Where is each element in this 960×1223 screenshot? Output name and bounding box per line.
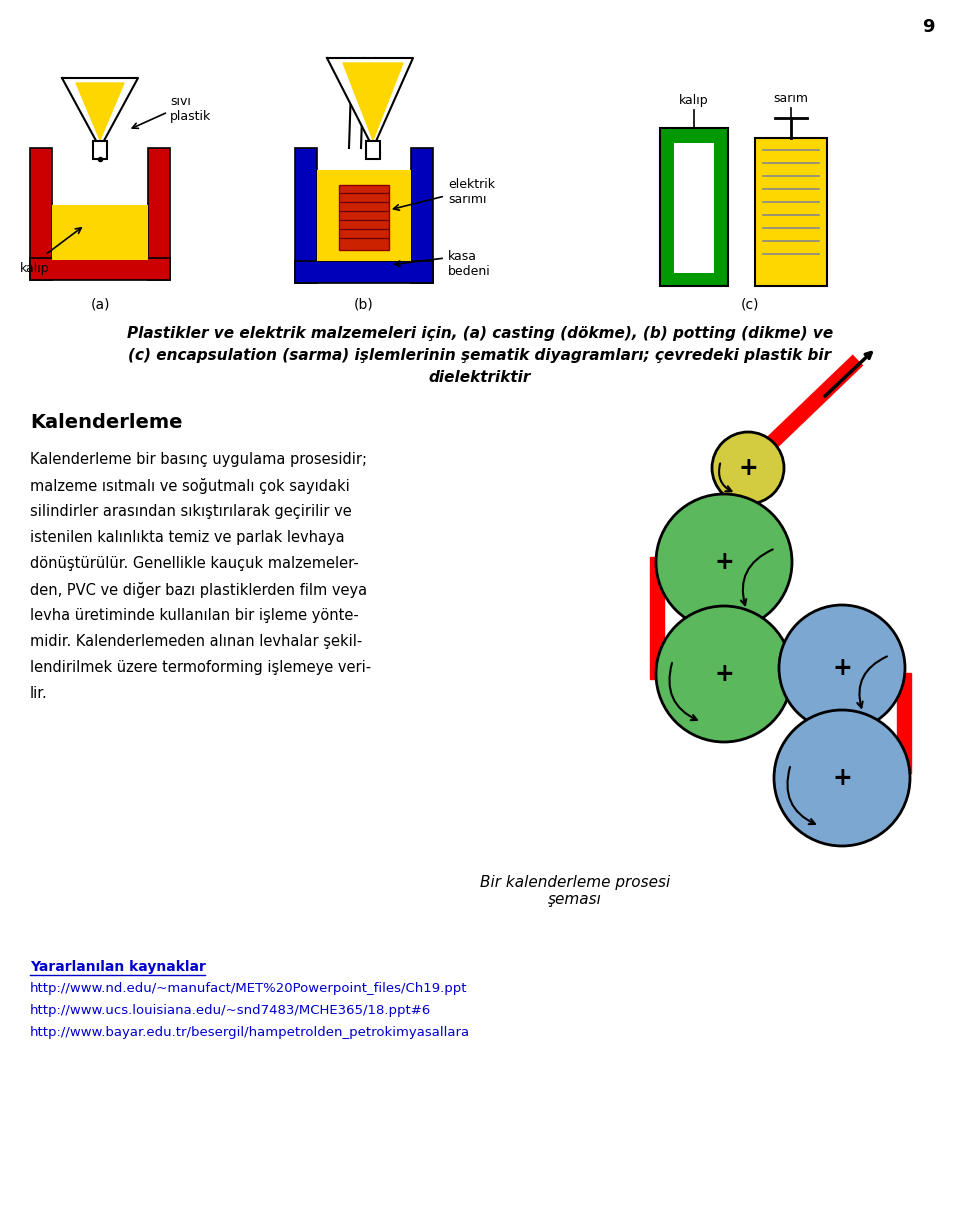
Text: Bir kalenderleme prosesi
şeması: Bir kalenderleme prosesi şeması — [480, 874, 670, 907]
FancyBboxPatch shape — [411, 148, 433, 283]
Text: sarım: sarım — [774, 92, 808, 105]
Text: (c): (c) — [741, 298, 759, 312]
Text: levha üretiminde kullanılan bir işleme yönte-: levha üretiminde kullanılan bir işleme y… — [30, 608, 359, 623]
Text: Kalenderleme bir basınç uygulama prosesidir;: Kalenderleme bir basınç uygulama prosesi… — [30, 453, 367, 467]
Text: http://www.ucs.louisiana.edu/~snd7483/MCHE365/18.ppt#6: http://www.ucs.louisiana.edu/~snd7483/MC… — [30, 1004, 431, 1018]
Text: den, PVC ve diğer bazı plastiklerden film veya: den, PVC ve diğer bazı plastiklerden fil… — [30, 582, 367, 598]
Text: +: + — [714, 662, 733, 686]
FancyBboxPatch shape — [30, 258, 170, 280]
Polygon shape — [897, 673, 911, 773]
Circle shape — [779, 605, 905, 731]
FancyBboxPatch shape — [52, 205, 148, 260]
Text: dönüştürülür. Genellikle kauçuk malzemeler-: dönüştürülür. Genellikle kauçuk malzemel… — [30, 556, 359, 571]
Text: istenilen kalınlıkta temiz ve parlak levhaya: istenilen kalınlıkta temiz ve parlak lev… — [30, 530, 345, 545]
Text: +: + — [714, 550, 733, 574]
Polygon shape — [76, 83, 124, 139]
Text: +: + — [738, 456, 757, 479]
FancyBboxPatch shape — [295, 148, 317, 283]
Text: lir.: lir. — [30, 686, 48, 701]
Circle shape — [656, 607, 792, 742]
Circle shape — [656, 494, 792, 630]
Polygon shape — [343, 64, 403, 139]
Text: midir. Kalenderlemeden alınan levhalar şekil-: midir. Kalenderlemeden alınan levhalar ş… — [30, 634, 362, 649]
FancyBboxPatch shape — [30, 148, 52, 280]
Text: Kalenderleme: Kalenderleme — [30, 413, 182, 432]
FancyBboxPatch shape — [755, 138, 827, 286]
FancyBboxPatch shape — [93, 141, 107, 159]
Polygon shape — [650, 556, 664, 679]
Text: silindirler arasından sıkıştırılarak geçirilir ve: silindirler arasından sıkıştırılarak geç… — [30, 504, 351, 519]
Text: kasa
bedeni: kasa bedeni — [448, 249, 491, 278]
Circle shape — [774, 711, 910, 846]
FancyBboxPatch shape — [295, 260, 433, 283]
Text: 9: 9 — [923, 18, 935, 35]
Text: Plastikler ve elektrik malzemeleri için, (a) casting (dökme), (b) potting (dikme: Plastikler ve elektrik malzemeleri için,… — [127, 327, 833, 341]
FancyBboxPatch shape — [366, 141, 380, 159]
Text: lendirilmek üzere termoforming işlemeye veri-: lendirilmek üzere termoforming işlemeye … — [30, 660, 372, 675]
Text: malzeme ısıtmalı ve soğutmalı çok sayıdaki: malzeme ısıtmalı ve soğutmalı çok sayıda… — [30, 478, 349, 494]
Text: http://www.bayar.edu.tr/besergil/hampetrolden_petrokimyasallara: http://www.bayar.edu.tr/besergil/hampetr… — [30, 1026, 470, 1040]
FancyBboxPatch shape — [674, 143, 714, 273]
Polygon shape — [327, 57, 413, 148]
Text: sıvı
plastik: sıvı plastik — [170, 95, 211, 124]
Text: +: + — [832, 656, 852, 680]
Text: dielektriktir: dielektriktir — [429, 371, 531, 385]
Text: (a): (a) — [90, 298, 109, 312]
Text: http://www.nd.edu/~manufact/MET%20Powerpoint_files/Ch19.ppt: http://www.nd.edu/~manufact/MET%20Powerp… — [30, 982, 468, 996]
Polygon shape — [62, 78, 138, 148]
Polygon shape — [784, 668, 785, 682]
Text: Yararlanılan kaynaklar: Yararlanılan kaynaklar — [30, 960, 205, 974]
Text: kalıp: kalıp — [20, 262, 50, 275]
FancyBboxPatch shape — [148, 148, 170, 280]
FancyBboxPatch shape — [317, 170, 411, 260]
Text: +: + — [832, 766, 852, 790]
Text: (c) encapsulation (sarma) işlemlerinin şematik diyagramları; çevredeki plastik b: (c) encapsulation (sarma) işlemlerinin ş… — [129, 349, 831, 363]
Text: elektrik
sarımı: elektrik sarımı — [448, 179, 495, 205]
Text: kalıp: kalıp — [679, 94, 708, 106]
Text: (b): (b) — [354, 298, 373, 312]
Circle shape — [712, 432, 784, 504]
FancyBboxPatch shape — [339, 185, 389, 249]
FancyBboxPatch shape — [660, 128, 728, 286]
